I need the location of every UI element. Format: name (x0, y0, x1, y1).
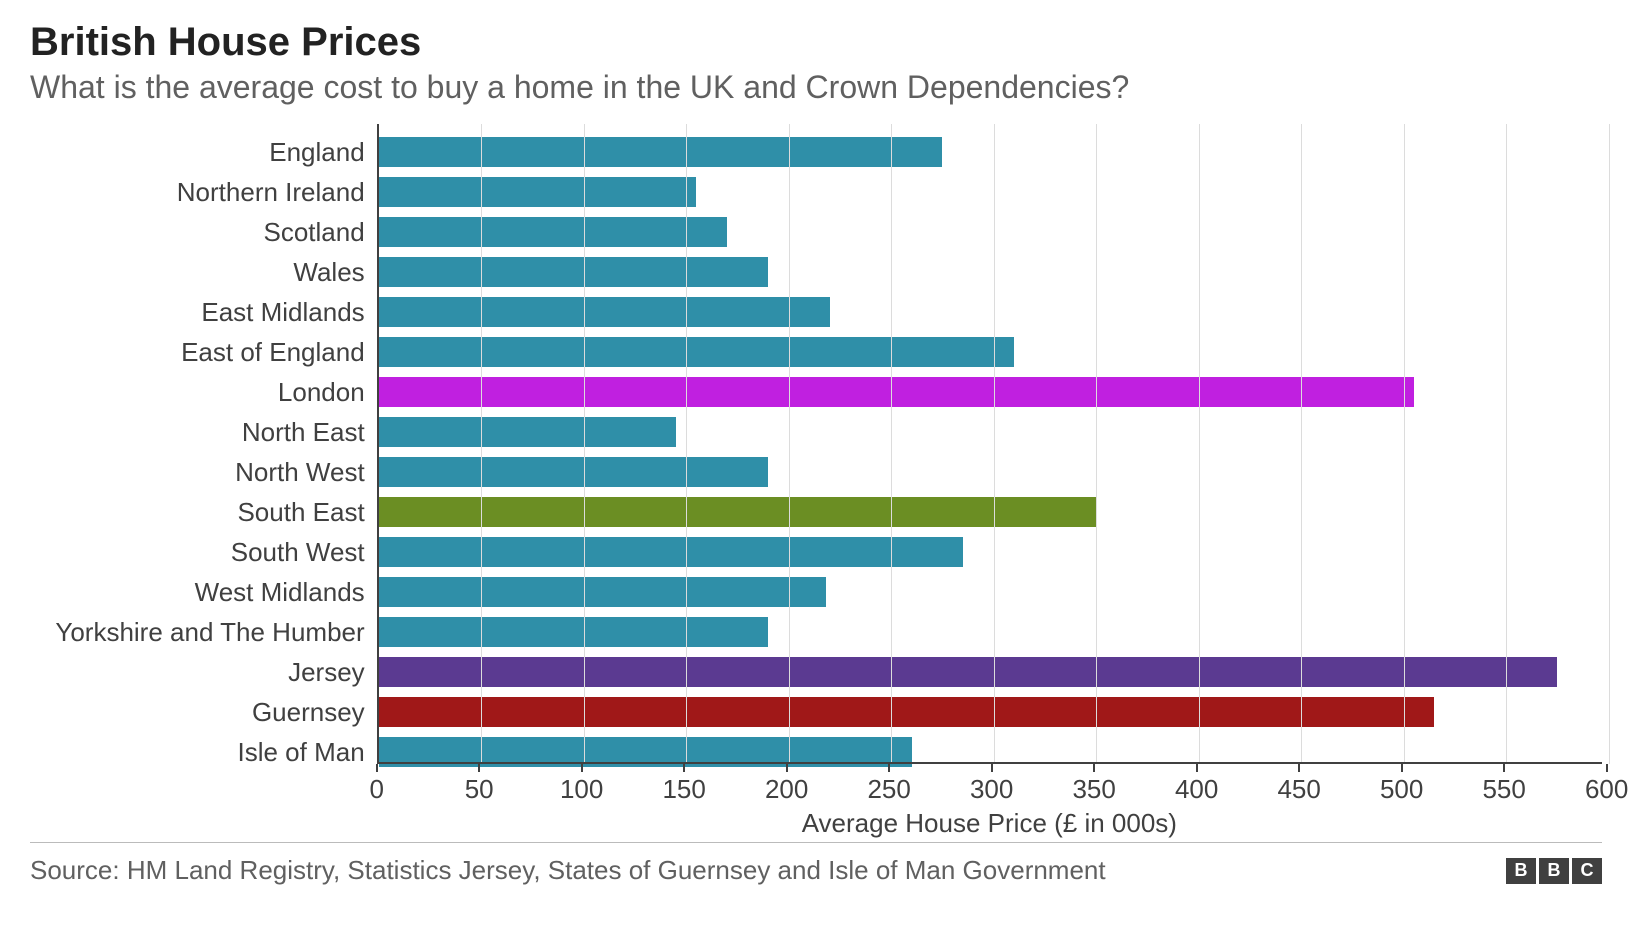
x-axis-tick-label: 200 (765, 774, 808, 805)
bar (379, 377, 1414, 407)
chart-container: EnglandNorthern IrelandScotlandWalesEast… (30, 124, 1602, 824)
bar-row (379, 372, 1602, 412)
gridline (1199, 124, 1200, 764)
bar-row (379, 532, 1602, 572)
bar-row (379, 132, 1602, 172)
x-tick (1503, 764, 1505, 772)
bar (379, 177, 697, 207)
y-axis-label: Wales (30, 252, 377, 292)
x-tick (1093, 764, 1095, 772)
gridline (1609, 124, 1610, 764)
chart-subtitle: What is the average cost to buy a home i… (30, 69, 1602, 106)
x-tick (683, 764, 685, 772)
bar (379, 577, 826, 607)
x-axis-tick-label: 100 (560, 774, 603, 805)
bar (379, 217, 728, 247)
x-axis-tick-label: 550 (1482, 774, 1525, 805)
x-tick (376, 764, 378, 772)
bar (379, 457, 769, 487)
gridline (584, 124, 585, 764)
x-axis-tick-label: 150 (662, 774, 705, 805)
y-axis-label: Isle of Man (30, 732, 377, 772)
x-axis-tick-label: 400 (1175, 774, 1218, 805)
bar (379, 697, 1435, 727)
y-axis-label: Northern Ireland (30, 172, 377, 212)
bar (379, 617, 769, 647)
x-tick (581, 764, 583, 772)
y-axis-label: East Midlands (30, 292, 377, 332)
gridline (994, 124, 995, 764)
bar (379, 537, 963, 567)
x-axis-tick-label: 450 (1277, 774, 1320, 805)
y-axis-label: South East (30, 492, 377, 532)
gridline (1301, 124, 1302, 764)
bbc-logo-letter: B (1539, 858, 1569, 884)
bar-row (379, 292, 1602, 332)
x-tick (478, 764, 480, 772)
x-tick (888, 764, 890, 772)
bar (379, 257, 769, 287)
x-axis-tick-label: 250 (867, 774, 910, 805)
bar (379, 497, 1097, 527)
bar-row (379, 452, 1602, 492)
bar (379, 137, 943, 167)
bar-row (379, 212, 1602, 252)
y-axis-label: London (30, 372, 377, 412)
x-axis: 050100150200250300350400450500550600 (377, 762, 1602, 802)
x-axis-tick-label: 300 (970, 774, 1013, 805)
x-tick (1606, 764, 1608, 772)
y-axis-label: West Midlands (30, 572, 377, 612)
plot-region: 050100150200250300350400450500550600 Ave… (377, 124, 1602, 824)
bar (379, 417, 676, 447)
bbc-logo-letter: B (1506, 858, 1536, 884)
gridline (1404, 124, 1405, 764)
y-axis-label: North West (30, 452, 377, 492)
bar-row (379, 172, 1602, 212)
bar-row (379, 332, 1602, 372)
chart-footer: Source: HM Land Registry, Statistics Jer… (30, 842, 1602, 886)
bbc-logo-letter: C (1572, 858, 1602, 884)
gridline (686, 124, 687, 764)
y-axis-label: Yorkshire and The Humber (30, 612, 377, 652)
x-axis-tick-label: 50 (465, 774, 494, 805)
y-axis-label: North East (30, 412, 377, 452)
x-tick (1196, 764, 1198, 772)
gridline (481, 124, 482, 764)
gridline (891, 124, 892, 764)
y-axis-labels: EnglandNorthern IrelandScotlandWalesEast… (30, 124, 377, 824)
gridline (1096, 124, 1097, 764)
source-text: Source: HM Land Registry, Statistics Jer… (30, 855, 1106, 886)
bbc-logo: B B C (1506, 858, 1602, 884)
x-axis-tick-label: 350 (1072, 774, 1115, 805)
bar-row (379, 612, 1602, 652)
y-axis-label: Guernsey (30, 692, 377, 732)
x-axis-title: Average House Price (£ in 000s) (377, 808, 1602, 839)
x-tick (991, 764, 993, 772)
x-axis-tick-label: 600 (1585, 774, 1628, 805)
bar (379, 657, 1558, 687)
gridline (789, 124, 790, 764)
bar (379, 337, 1015, 367)
bar-row (379, 572, 1602, 612)
bar-row (379, 252, 1602, 292)
bar-row (379, 412, 1602, 452)
y-axis-label: East of England (30, 332, 377, 372)
bar (379, 297, 830, 327)
x-axis-tick-label: 0 (369, 774, 383, 805)
x-tick (786, 764, 788, 772)
plot-area (377, 124, 1602, 764)
y-axis-label: Jersey (30, 652, 377, 692)
y-axis-label: England (30, 132, 377, 172)
chart-title: British House Prices (30, 20, 1602, 65)
bar-row (379, 652, 1602, 692)
gridline (1506, 124, 1507, 764)
bars-container (379, 132, 1602, 772)
bar-row (379, 492, 1602, 532)
x-tick (1298, 764, 1300, 772)
y-axis-label: South West (30, 532, 377, 572)
y-axis-label: Scotland (30, 212, 377, 252)
bar-row (379, 692, 1602, 732)
x-tick (1401, 764, 1403, 772)
x-axis-tick-label: 500 (1380, 774, 1423, 805)
